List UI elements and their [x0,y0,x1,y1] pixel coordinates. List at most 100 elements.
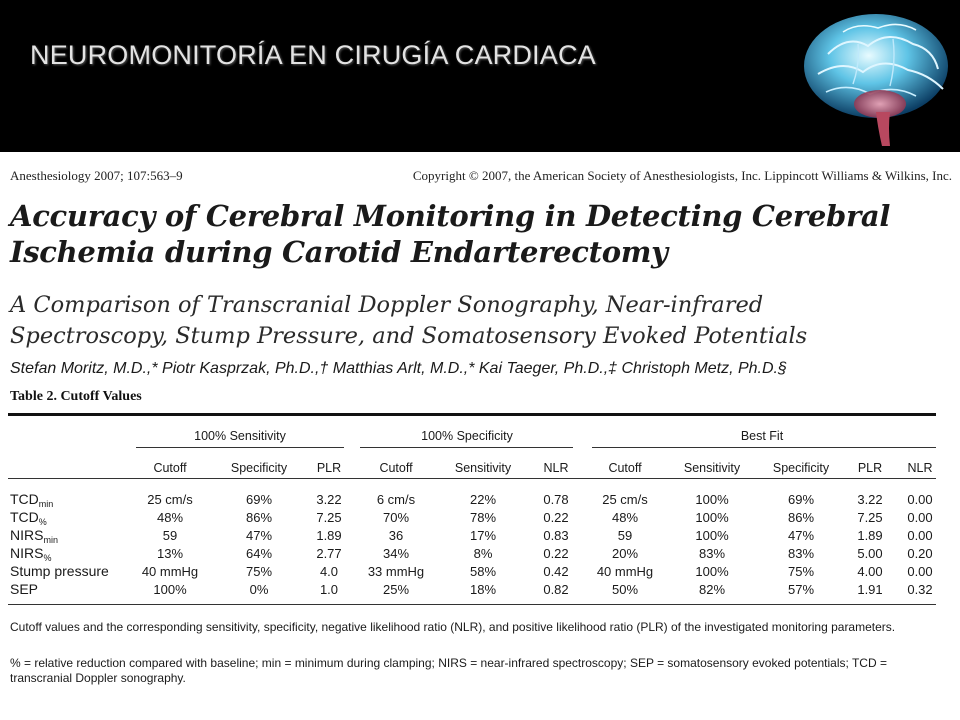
table-cell: 8% [473,546,493,561]
table-cell: 13% [156,546,184,561]
table-cell: 100% [695,564,729,579]
table-cell: 100% [695,528,729,543]
brain-icon [804,14,948,146]
table-cell: 7.25 [316,510,342,525]
table-cell: 69% [245,492,273,507]
column-header: Cutoff [608,461,642,475]
paper-page: Anesthesiology 2007; 107:563–9 Copyright… [0,152,960,720]
table-top-rule [8,413,936,416]
table-cell: 1.89 [857,528,883,543]
table-cell: 18% [469,582,497,597]
table-cell: 0.78 [543,492,569,507]
column-group-header: 100% Sensitivity [194,429,286,443]
column-header: Cutoff [153,461,187,475]
group-underline [136,447,344,448]
paper-subtitle-line-1: A Comparison of Transcranial Doppler Son… [10,292,764,318]
table-cell: 86% [787,510,815,525]
table-cell: 50% [611,582,639,597]
table-footnote-2: % = relative reduction compared with bas… [10,656,887,685]
table-cell: 36 [388,528,404,543]
table-cell: 40 mmHg [596,564,654,579]
table-cell: 20% [611,546,639,561]
table-cell: 70% [382,510,410,525]
table-footnote-1: Cutoff values and the corresponding sens… [10,620,896,634]
table-cell: 86% [245,510,273,525]
table-cell: 0% [249,582,269,597]
table-cell: 59 [617,528,633,543]
table-cell: 0.00 [907,510,933,525]
table-cell: 0.00 [907,564,933,579]
table-cell: 0.00 [907,492,933,507]
table-cell: 0.22 [543,510,569,525]
row-label: SEP [10,581,39,597]
table-bottom-rule [8,604,936,605]
table-cell: 64% [245,546,273,561]
table-cell: 25 cm/s [147,492,193,507]
column-header: NLR [543,461,569,475]
row-label: TCD% [10,509,47,527]
table-cell: 69% [787,492,815,507]
table-cell: 34% [382,546,410,561]
table-cell: 100% [695,510,729,525]
table-cell: 6 cm/s [376,492,416,507]
table-cell: 3.22 [857,492,883,507]
table-cell: 48% [156,510,184,525]
column-header: Cutoff [379,461,413,475]
copyright-line: Copyright © 2007, the American Society o… [412,168,952,183]
author-list: Stefan Moritz, M.D.,* Piotr Kasprzak, Ph… [10,360,787,377]
column-header: PLR [316,461,342,475]
paper-title-line-2: Ischemia during Carotid Endarterectomy [10,235,668,269]
slide-banner: NEUROMONITORÍA EN CIRUGÍA CARDIACA [0,0,960,152]
row-label: NIRSmin [10,527,58,545]
table-cell: 0.22 [543,546,569,561]
table-cell: 25% [382,582,410,597]
row-label: NIRS% [10,545,52,563]
table-cell: 33 mmHg [367,564,425,579]
table-cell: 1.89 [316,528,342,543]
table-cell: 25 cm/s [602,492,648,507]
paper-title-line-1: Accuracy of Cerebral Monitoring in Detec… [10,199,891,233]
table-cell: 0.42 [543,564,569,579]
paper-subtitle-line-2: Spectroscopy, Stump Pressure, and Somato… [10,323,808,349]
table-cell: 100% [153,582,187,597]
table-cell: 1.0 [319,582,339,597]
table-cell: 47% [245,528,273,543]
table-cell: 0.83 [543,528,569,543]
table-cell: 2.77 [316,546,342,561]
table-cell: 47% [787,528,815,543]
table-cell: 3.22 [316,492,342,507]
table-cell: 0.20 [907,546,933,561]
paper-title: Accuracy of Cerebral Monitoring in Detec… [10,198,950,270]
table-cell: 0.82 [543,582,569,597]
column-header: NLR [907,461,933,475]
table-cell: 75% [245,564,273,579]
table-cell: 82% [698,582,726,597]
table-cell: 17% [469,528,497,543]
table-cell: 100% [695,492,729,507]
journal-citation: Anesthesiology 2007; 107:563–9 [10,168,183,183]
table-cell: 48% [611,510,639,525]
column-header: Sensitivity [454,461,512,475]
column-header: Specificity [772,461,830,475]
slide-title: NEUROMONITORÍA EN CIRUGÍA CARDIACA [30,40,596,70]
column-group-header: 100% Specificity [421,429,513,443]
column-group-header: Best Fit [740,429,784,443]
column-header: Specificity [230,461,288,475]
column-header: PLR [857,461,883,475]
table-cell: 40 mmHg [141,564,199,579]
table-cell: 4.00 [857,564,883,579]
table-cell: 57% [787,582,815,597]
table-cell: 83% [698,546,726,561]
table-cell: 59 [162,528,178,543]
row-label: TCDmin [10,491,54,509]
table-cell: 4.0 [319,564,339,579]
table-cell: 83% [787,546,815,561]
table-cell: 5.00 [857,546,883,561]
table-cell: 0.32 [907,582,933,597]
table-caption: Table 2. Cutoff Values [10,389,142,404]
table-cell: 58% [469,564,497,579]
table-cell: 1.91 [857,582,883,597]
table-cell: 22% [469,492,497,507]
row-label: Stump pressure [10,563,109,579]
group-underline [360,447,573,448]
